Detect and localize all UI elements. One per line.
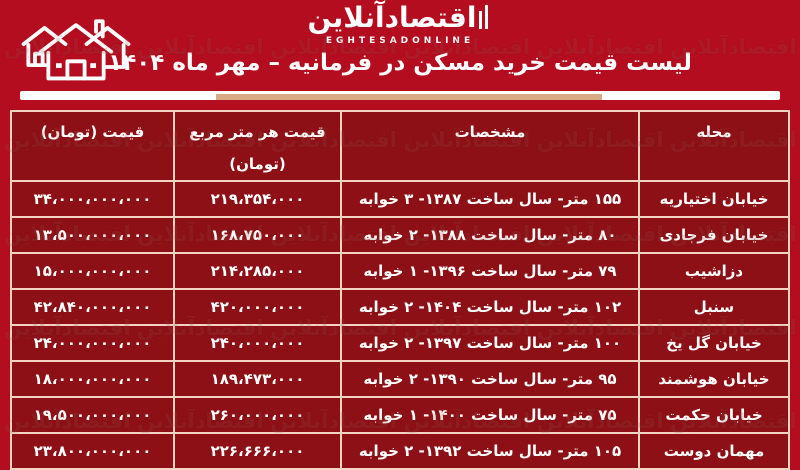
price-per-meter-cell: ۲۶۰،۰۰۰،۰۰۰: [173, 396, 342, 434]
total-price-cell: ۴۲،۸۴۰،۰۰۰،۰۰۰: [10, 288, 175, 326]
table-row: مهمان دوست ۱۰۵ متر- سال ساخت ۱۳۹۲- ۲ خوا…: [10, 432, 790, 470]
table-row: خیابان فرجادی ۸۰ متر- سال ساخت ۱۳۸۸- ۲ خ…: [10, 216, 790, 254]
neighborhood-cell: سنبل: [638, 288, 790, 326]
price-per-meter-cell: ۱۶۸،۷۵۰،۰۰۰: [173, 216, 342, 254]
neighborhood-cell: خیابان حکمت: [638, 396, 790, 434]
divider-accent: [216, 94, 602, 100]
header: اقتصادآنلاین EGHTESADONLINE لیست قیمت خر…: [0, 0, 800, 91]
price-per-meter-cell: ۲۴۰،۰۰۰،۰۰۰: [173, 324, 342, 362]
total-price-cell: ۱۹،۵۰۰،۰۰۰،۰۰۰: [10, 396, 175, 434]
table-header: محله مشخصات قیمت هر متر مربع (تومان) قیمت…: [10, 110, 790, 182]
header-row: محله مشخصات قیمت هر متر مربع (تومان) قیمت…: [10, 110, 790, 182]
table-body: خیابان اختیاریه ۱۵۵ متر- سال ساخت ۱۳۸۷- …: [10, 180, 790, 470]
specs-cell: ۱۰۵ متر- سال ساخت ۱۳۹۲- ۲ خوابه: [340, 432, 640, 470]
table-row: خیابان هوشمند ۹۵ متر- سال ساخت ۱۳۹۰- ۲ خ…: [10, 360, 790, 398]
specs-cell: ۸۰ متر- سال ساخت ۱۳۸۸- ۲ خوابه: [340, 216, 640, 254]
logo-wordmark-fa: اقتصادآنلاین: [0, 2, 800, 36]
houses-icon: [21, 19, 131, 81]
total-price-cell: ۱۸،۰۰۰،۰۰۰،۰۰۰: [10, 360, 175, 398]
header-neighborhood: محله: [638, 110, 790, 182]
total-price-cell: ۱۵،۰۰۰،۰۰۰،۰۰۰: [10, 252, 175, 290]
logo-bars-icon: [476, 5, 489, 36]
specs-cell: ۱۵۵ متر- سال ساخت ۱۳۸۷- ۳ خوابه: [340, 180, 640, 218]
price-per-meter-cell: ۲۱۴،۲۸۵،۰۰۰: [173, 252, 342, 290]
logo-wordmark-en: EGHTESADONLINE: [325, 35, 475, 46]
neighborhood-cell: مهمان دوست: [638, 432, 790, 470]
header-specs: مشخصات: [340, 110, 640, 182]
neighborhood-cell: خیابان هوشمند: [638, 360, 790, 398]
table-row: دزاشیب ۷۹ متر- سال ساخت ۱۳۹۶- ۱ خوابه ۲۱…: [10, 252, 790, 290]
total-price-cell: ۱۳،۵۰۰،۰۰۰،۰۰۰: [10, 216, 175, 254]
header-total-price: قیمت (تومان): [10, 110, 175, 182]
table-row: خیابان حکمت ۷۵ متر- سال ساخت ۱۴۰۰- ۱ خوا…: [10, 396, 790, 434]
neighborhood-cell: خیابان گل یخ: [638, 324, 790, 362]
logo: اقتصادآنلاین EGHTESADONLINE: [0, 2, 800, 47]
table-row: خیابان اختیاریه ۱۵۵ متر- سال ساخت ۱۳۸۷- …: [10, 180, 790, 218]
table-row: سنبل ۱۰۲ متر- سال ساخت ۱۴۰۴- ۲ خوابه ۴۲۰…: [10, 288, 790, 326]
specs-cell: ۷۵ متر- سال ساخت ۱۴۰۰- ۱ خوابه: [340, 396, 640, 434]
total-price-cell: ۲۴،۰۰۰،۰۰۰،۰۰۰: [10, 324, 175, 362]
price-per-meter-cell: ۲۲۶،۶۶۶،۰۰۰: [173, 432, 342, 470]
neighborhood-cell: خیابان اختیاریه: [638, 180, 790, 218]
divider-bar: [20, 91, 780, 100]
total-price-cell: ۳۴،۰۰۰،۰۰۰،۰۰۰: [10, 180, 175, 218]
total-price-cell: ۲۳،۸۰۰،۰۰۰،۰۰۰: [10, 432, 175, 470]
specs-cell: ۱۰۲ متر- سال ساخت ۱۴۰۴- ۲ خوابه: [340, 288, 640, 326]
price-per-meter-cell: ۱۸۹،۴۷۳،۰۰۰: [173, 360, 342, 398]
neighborhood-cell: خیابان فرجادی: [638, 216, 790, 254]
specs-cell: ۹۵ متر- سال ساخت ۱۳۹۰- ۲ خوابه: [340, 360, 640, 398]
neighborhood-cell: دزاشیب: [638, 252, 790, 290]
specs-cell: ۷۹ متر- سال ساخت ۱۳۹۶- ۱ خوابه: [340, 252, 640, 290]
specs-cell: ۱۰۰ متر- سال ساخت ۱۳۹۷- ۲ خوابه: [340, 324, 640, 362]
price-per-meter-cell: ۴۲۰،۰۰۰،۰۰۰: [173, 288, 342, 326]
header-price-per-meter: قیمت هر متر مربع (تومان): [173, 110, 342, 182]
table-row: خیابان گل یخ ۱۰۰ متر- سال ساخت ۱۳۹۷- ۲ خ…: [10, 324, 790, 362]
price-per-meter-cell: ۲۱۹،۳۵۴،۰۰۰: [173, 180, 342, 218]
page-title: لیست قیمت خرید مسکن در فرمانیه – مهر ماه…: [108, 50, 692, 76]
price-table: محله مشخصات قیمت هر متر مربع (تومان) قیمت…: [10, 110, 790, 470]
